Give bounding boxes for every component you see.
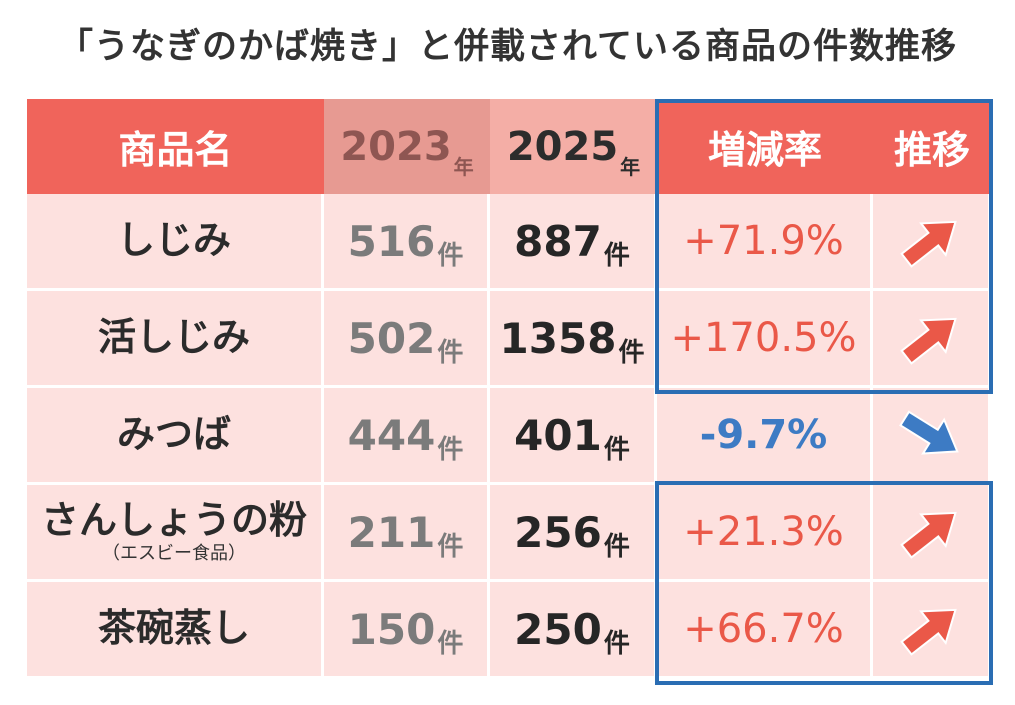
row-name-cell: みつば bbox=[27, 388, 324, 485]
header-2025-year: 2025 bbox=[506, 123, 619, 170]
row-rate-cell: +170.5% bbox=[657, 291, 873, 388]
row-2023-unit: 件 bbox=[437, 629, 464, 659]
arrow-down-right-icon bbox=[898, 410, 959, 455]
row-2023-unit: 件 bbox=[437, 435, 464, 465]
row-2023-cell: 444 件 bbox=[324, 388, 490, 485]
row-rate-value: +170.5% bbox=[670, 315, 857, 361]
row-name: しじみ bbox=[116, 218, 231, 263]
row-rate-cell: +71.9% bbox=[657, 194, 873, 291]
row-name-sub: （エスビー食品） bbox=[102, 543, 246, 564]
row-rate-value: +71.9% bbox=[683, 218, 844, 264]
header-2023-unit: 年 bbox=[453, 155, 474, 179]
row-name: 茶碗蒸し bbox=[97, 606, 250, 651]
header-2023-year: 2023 bbox=[340, 123, 452, 170]
row-rate-cell: +21.3% bbox=[657, 485, 873, 582]
row-2023-value: 211 bbox=[347, 507, 436, 557]
row-2023-unit: 件 bbox=[437, 241, 464, 271]
row-2025-value: 256 bbox=[514, 507, 602, 557]
row-2023-unit: 件 bbox=[437, 532, 464, 562]
row-trend-cell bbox=[873, 485, 991, 582]
row-2025-unit: 件 bbox=[603, 532, 630, 562]
header-trend: 推移 bbox=[873, 99, 991, 194]
chart-title: 「うなぎのかば焼き」と併載されている商品の件数推移 bbox=[58, 27, 957, 67]
row-2023-value: 502 bbox=[347, 313, 436, 363]
row-2025-cell: 256 件 bbox=[490, 485, 657, 582]
row-rate-cell: +66.7% bbox=[657, 582, 873, 679]
header-rate: 増減率 bbox=[657, 99, 873, 194]
header-trend-label: 推移 bbox=[893, 128, 970, 172]
row-2025-value: 250 bbox=[514, 604, 602, 654]
header-2025: 2025 年 bbox=[490, 99, 657, 194]
row-name-cell: しじみ bbox=[27, 194, 324, 291]
row-2025-cell: 250 件 bbox=[490, 582, 657, 679]
row-2025-cell: 1358 件 bbox=[490, 291, 657, 388]
row-2025-cell: 401 件 bbox=[490, 388, 657, 485]
row-2023-cell: 502 件 bbox=[324, 291, 490, 388]
row-2025-unit: 件 bbox=[603, 435, 630, 465]
arrow-up-right-icon bbox=[899, 608, 957, 656]
row-name: さんしょうの粉 bbox=[40, 498, 307, 543]
row-trend-cell bbox=[873, 388, 991, 485]
header-2023: 2023 年 bbox=[324, 99, 490, 194]
row-name: 活しじみ bbox=[97, 315, 250, 360]
row-2025-unit: 件 bbox=[618, 338, 645, 368]
arrow-up-right-icon bbox=[899, 220, 957, 268]
row-trend-cell bbox=[873, 582, 991, 679]
arrow-up-right-icon bbox=[899, 317, 957, 365]
header-2025-unit: 年 bbox=[620, 155, 641, 179]
row-trend-cell bbox=[873, 291, 991, 388]
row-2025-value: 401 bbox=[514, 410, 602, 460]
row-rate-value: -9.7% bbox=[699, 412, 828, 458]
arrow-up-right-icon bbox=[899, 511, 957, 559]
row-2023-value: 444 bbox=[347, 410, 436, 460]
row-name-cell: 活しじみ bbox=[27, 291, 324, 388]
header-name: 商品名 bbox=[27, 99, 324, 194]
row-2023-value: 150 bbox=[347, 604, 436, 654]
row-name: みつば bbox=[116, 412, 231, 457]
row-rate-value: +21.3% bbox=[683, 509, 844, 555]
row-2025-value: 887 bbox=[514, 216, 602, 266]
row-trend-cell bbox=[873, 194, 991, 291]
row-2023-value: 516 bbox=[347, 216, 436, 266]
row-2025-cell: 887 件 bbox=[490, 194, 657, 291]
row-name-cell: 茶碗蒸し bbox=[27, 582, 324, 679]
row-name-cell: さんしょうの粉 （エスビー食品） bbox=[27, 485, 324, 582]
row-2023-unit: 件 bbox=[437, 338, 464, 368]
row-2023-cell: 211 件 bbox=[324, 485, 490, 582]
row-2023-cell: 150 件 bbox=[324, 582, 490, 679]
row-2025-value: 1358 bbox=[499, 313, 617, 363]
row-rate-cell: -9.7% bbox=[657, 388, 873, 485]
row-2023-cell: 516 件 bbox=[324, 194, 490, 291]
header-rate-label: 増減率 bbox=[707, 128, 822, 172]
header-name-label: 商品名 bbox=[118, 128, 233, 172]
row-2025-unit: 件 bbox=[603, 241, 630, 271]
row-rate-value: +66.7% bbox=[683, 606, 844, 652]
row-2025-unit: 件 bbox=[603, 629, 630, 659]
